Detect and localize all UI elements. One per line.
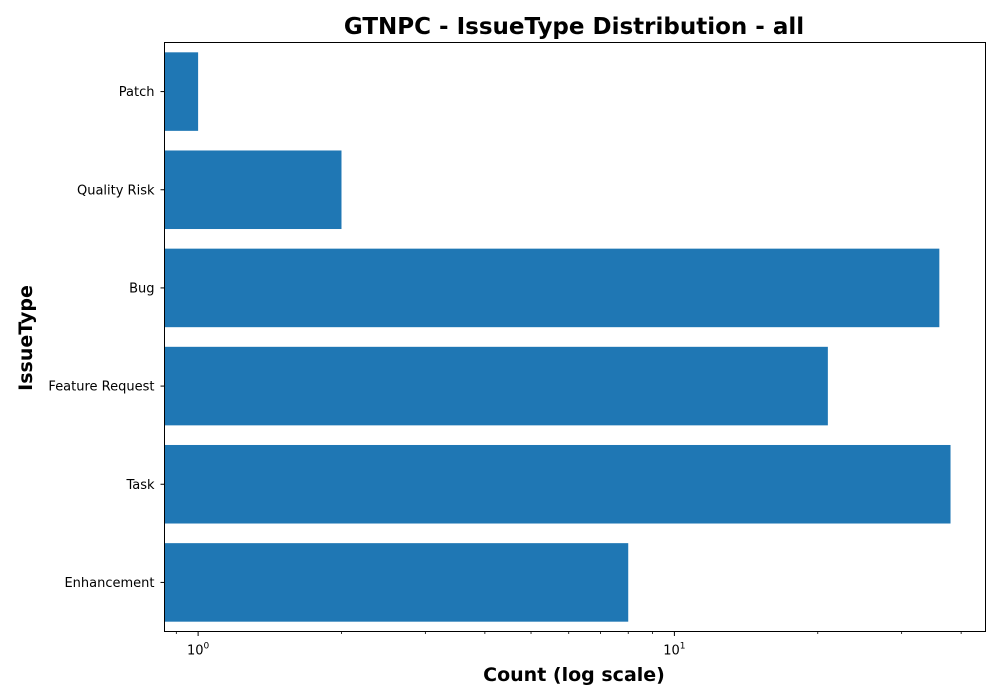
y-tick-label: Quality Risk — [77, 183, 155, 198]
bar-enhancement — [164, 543, 629, 622]
y-tick-label: Patch — [119, 85, 155, 100]
y-axis-ticks: Enhancement Task Feature Request Bug Quality… — [48, 85, 165, 591]
y-tick-label: Feature Request — [48, 380, 154, 395]
bar-feature-request — [164, 346, 828, 426]
bar-bug — [164, 248, 940, 328]
chart-title: GTNPC - IssueType Distribution - all — [344, 14, 804, 40]
bar-task — [164, 444, 951, 524]
y-tick-label: Bug — [129, 281, 154, 296]
x-axis-ticks: 100 101 — [175, 631, 962, 659]
bar-quality-risk — [164, 150, 342, 230]
plot-frame — [164, 42, 986, 632]
x-tick-label: 101 — [663, 642, 685, 659]
y-tick-label: Enhancement — [64, 576, 154, 591]
bar-patch — [164, 52, 199, 131]
x-tick-label: 100 — [187, 642, 210, 659]
y-axis-label: IssueType — [15, 285, 37, 391]
x-axis-label: Count (log scale) — [483, 664, 665, 686]
y-tick-label: Task — [125, 478, 155, 493]
bars — [164, 52, 951, 622]
